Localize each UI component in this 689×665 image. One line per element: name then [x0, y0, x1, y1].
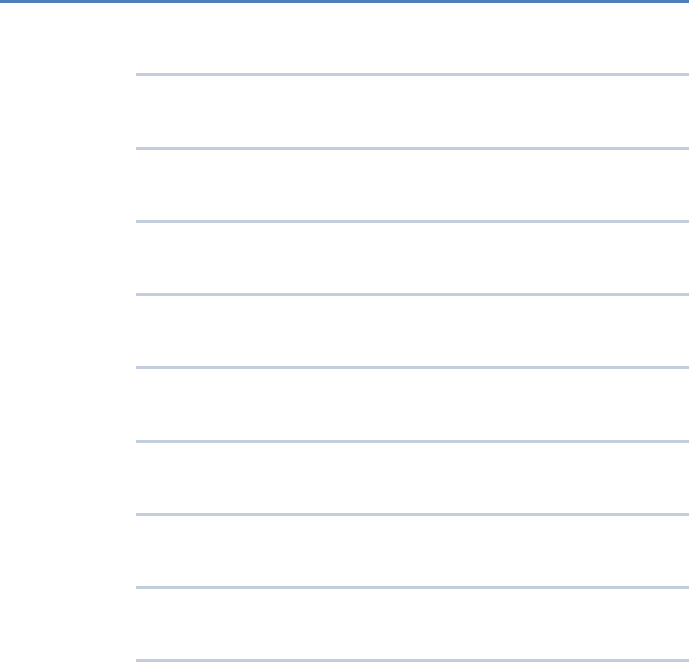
ruled-line — [136, 586, 689, 589]
ruled-line — [136, 73, 689, 76]
ruled-line — [136, 440, 689, 443]
ruled-line — [136, 220, 689, 223]
ruled-line — [136, 659, 689, 662]
top-bar — [0, 0, 689, 3]
ruled-line — [136, 366, 689, 369]
ruled-line — [136, 293, 689, 296]
ruled-line — [136, 513, 689, 516]
ruled-line — [136, 147, 689, 150]
